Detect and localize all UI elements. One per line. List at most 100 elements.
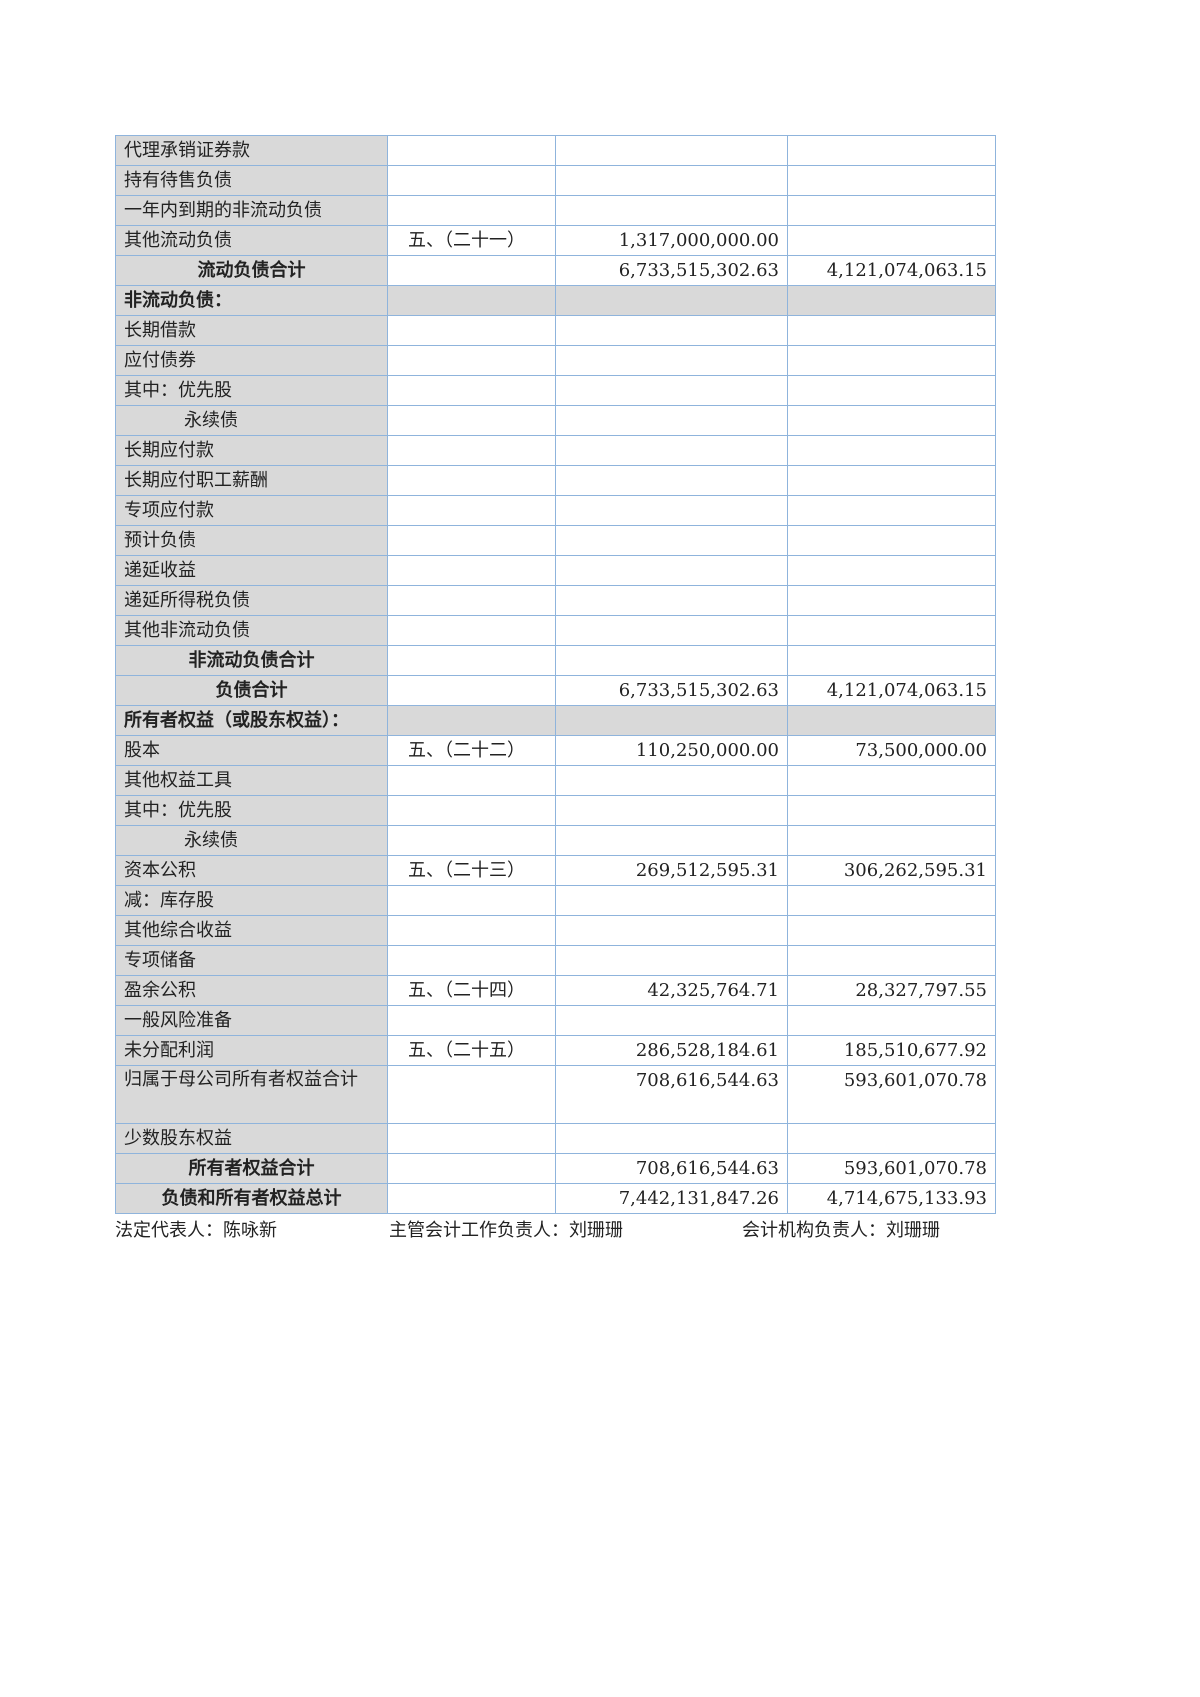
accounting-head: 主管会计工作负责人：刘珊珊	[389, 1220, 623, 1241]
row-label: 归属于母公司所有者权益合计	[115, 1065, 388, 1124]
row-note	[387, 1183, 556, 1214]
row-label: 负债合计	[115, 675, 388, 706]
row-note	[387, 615, 556, 646]
row-note: 五、（二十三）	[387, 855, 556, 886]
prior-period-value: 185,510,677.92	[787, 1035, 996, 1066]
table-row: 其中：优先股	[115, 795, 996, 826]
table-row: 非流动负债合计	[115, 645, 996, 676]
table-row: 其他流动负债 五、（二十一） 1,317,000,000.00	[115, 225, 996, 256]
row-label: 长期应付职工薪酬	[115, 465, 388, 496]
current-period-value	[555, 915, 788, 946]
row-label: 流动负债合计	[115, 255, 388, 286]
row-note	[387, 435, 556, 466]
row-label: 代理承销证券款	[115, 135, 388, 166]
row-note	[387, 525, 556, 556]
prior-period-value	[787, 585, 996, 616]
current-period-value	[555, 645, 788, 676]
current-period-value	[555, 825, 788, 856]
table-row: 资本公积 五、（二十三） 269,512,595.31 306,262,595.31	[115, 855, 996, 886]
row-note	[387, 885, 556, 916]
current-period-value: 286,528,184.61	[555, 1035, 788, 1066]
current-period-value	[555, 555, 788, 586]
current-period-value	[555, 615, 788, 646]
row-note	[387, 345, 556, 376]
row-note: 五、（二十五）	[387, 1035, 556, 1066]
row-label: 减：库存股	[115, 885, 388, 916]
row-note	[387, 195, 556, 226]
prior-period-value	[787, 315, 996, 346]
prior-period-value: 4,714,675,133.93	[787, 1183, 996, 1214]
row-label: 长期借款	[115, 315, 388, 346]
current-period-value	[555, 285, 788, 316]
row-label: 永续债	[115, 825, 388, 856]
current-period-value	[555, 525, 788, 556]
row-note	[387, 285, 556, 316]
prior-period-value	[787, 885, 996, 916]
row-note	[387, 1005, 556, 1036]
prior-period-value	[787, 165, 996, 196]
prior-period-value	[787, 945, 996, 976]
row-note: 五、（二十二）	[387, 735, 556, 766]
row-label: 递延收益	[115, 555, 388, 586]
current-period-value: 269,512,595.31	[555, 855, 788, 886]
row-note	[387, 465, 556, 496]
row-label: 股本	[115, 735, 388, 766]
row-note	[387, 585, 556, 616]
current-period-value	[555, 465, 788, 496]
row-label: 一般风险准备	[115, 1005, 388, 1036]
balance-sheet-table: 代理承销证券款 持有待售负债 一年内到期的非流动负债 其他流动负债 五、（二十一） 1,3…	[115, 135, 996, 1214]
prior-period-value	[787, 435, 996, 466]
table-row: 负债合计 6,733,515,302.63 4,121,074,063.15	[115, 675, 996, 706]
prior-period-value	[787, 825, 996, 856]
row-note	[387, 1065, 556, 1124]
current-period-value: 6,733,515,302.63	[555, 255, 788, 286]
row-note	[387, 165, 556, 196]
prior-period-value	[787, 615, 996, 646]
table-row: 永续债	[115, 405, 996, 436]
row-note	[387, 255, 556, 286]
row-note	[387, 915, 556, 946]
legal-representative: 法定代表人：陈咏新	[115, 1220, 277, 1241]
row-note	[387, 795, 556, 826]
row-label: 少数股东权益	[115, 1123, 388, 1154]
row-label: 应付债券	[115, 345, 388, 376]
prior-period-value: 4,121,074,063.15	[787, 675, 996, 706]
prior-period-value	[787, 1005, 996, 1036]
prior-period-value	[787, 555, 996, 586]
row-note	[387, 135, 556, 166]
table-row: 长期应付款	[115, 435, 996, 466]
prior-period-value: 73,500,000.00	[787, 735, 996, 766]
current-period-value	[555, 135, 788, 166]
current-period-value	[555, 435, 788, 466]
row-label: 递延所得税负债	[115, 585, 388, 616]
table-row: 持有待售负债	[115, 165, 996, 196]
table-row: 流动负债合计 6,733,515,302.63 4,121,074,063.15	[115, 255, 996, 286]
row-label: 其中：优先股	[115, 795, 388, 826]
table-row: 其他权益工具	[115, 765, 996, 796]
row-label: 专项储备	[115, 945, 388, 976]
row-label: 其他权益工具	[115, 765, 388, 796]
row-note	[387, 405, 556, 436]
current-period-value: 7,442,131,847.26	[555, 1183, 788, 1214]
current-period-value	[555, 585, 788, 616]
table-row: 应付债券	[115, 345, 996, 376]
row-label: 所有者权益（或股东权益）：	[115, 705, 388, 736]
prior-period-value	[787, 285, 996, 316]
table-row: 代理承销证券款	[115, 135, 996, 166]
current-period-value	[555, 405, 788, 436]
row-note: 五、（二十一）	[387, 225, 556, 256]
current-period-value	[555, 885, 788, 916]
table-row: 未分配利润 五、（二十五） 286,528,184.61 185,510,677.92	[115, 1035, 996, 1066]
table-row: 股本 五、（二十二） 110,250,000.00 73,500,000.00	[115, 735, 996, 766]
row-label: 其他流动负债	[115, 225, 388, 256]
table-row: 专项储备	[115, 945, 996, 976]
current-period-value	[555, 375, 788, 406]
row-label: 非流动负债：	[115, 285, 388, 316]
row-note	[387, 315, 556, 346]
current-period-value	[555, 345, 788, 376]
row-label: 资本公积	[115, 855, 388, 886]
prior-period-value	[787, 525, 996, 556]
prior-period-value: 306,262,595.31	[787, 855, 996, 886]
prior-period-value: 593,601,070.78	[787, 1153, 996, 1184]
table-row: 预计负债	[115, 525, 996, 556]
